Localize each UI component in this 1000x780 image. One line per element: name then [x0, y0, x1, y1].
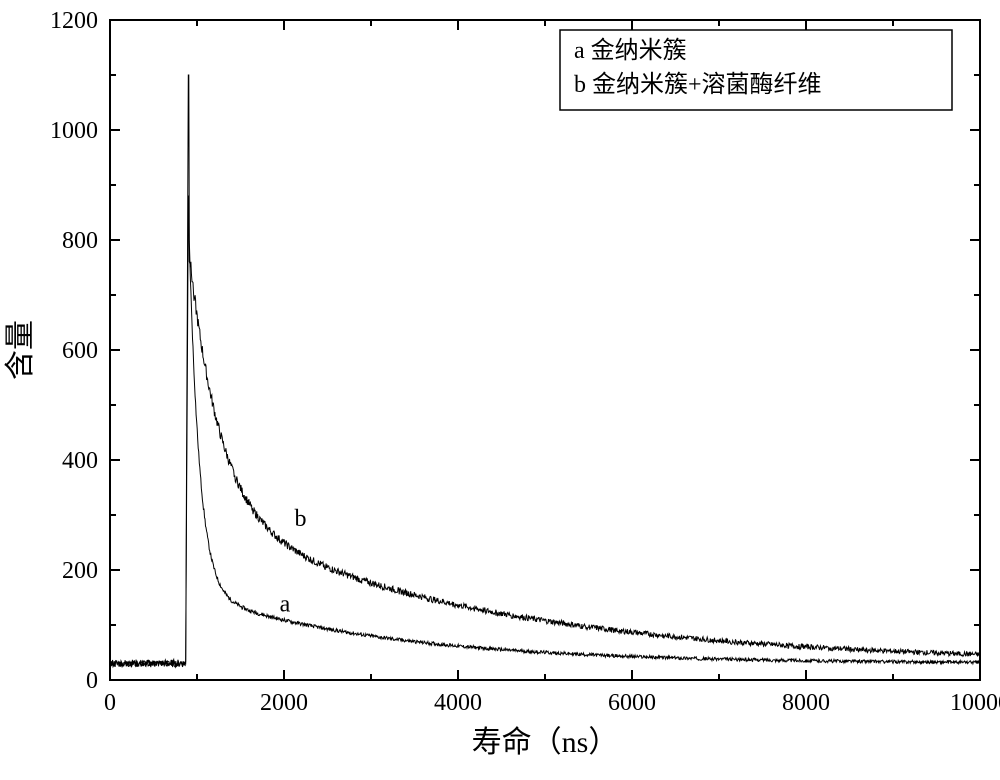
y-tick-label: 600 — [62, 338, 98, 364]
chart-svg: 0 2000 4000 6000 8000 10000 寿命（ns） 0 200 400 600 80… — [0, 0, 1000, 780]
x-tick-label: 8000 — [782, 690, 830, 716]
y-tick-label: 0 — [86, 668, 98, 694]
x-tick-label: 6000 — [608, 690, 656, 716]
x-axis-title: 寿命（ns） — [472, 726, 619, 759]
y-tick-label: 1200 — [50, 8, 98, 34]
y-tick-label: 1000 — [50, 118, 98, 144]
x-tick-label: 0 — [104, 690, 116, 716]
series-b-line — [110, 196, 980, 667]
series-a-line — [110, 75, 980, 666]
x-tick-label: 4000 — [434, 690, 482, 716]
x-tick-label: 2000 — [260, 690, 308, 716]
series-b-label: b — [294, 506, 306, 532]
decay-chart: 0 2000 4000 6000 8000 10000 寿命（ns） 0 200 400 600 80… — [0, 0, 1000, 780]
y-tick-label: 800 — [62, 228, 98, 254]
series-a-label: a — [280, 591, 291, 617]
y-tick-label: 200 — [62, 558, 98, 584]
legend-item: b 金纳米簇+溶菌酶纤维 — [574, 71, 822, 98]
y-tick-label: 400 — [62, 448, 98, 474]
legend-item: a 金纳米簇 — [574, 37, 687, 64]
x-tick-label: 10000 — [950, 690, 1000, 716]
plot-frame — [110, 20, 980, 680]
y-axis-title: 含量 — [4, 320, 37, 380]
